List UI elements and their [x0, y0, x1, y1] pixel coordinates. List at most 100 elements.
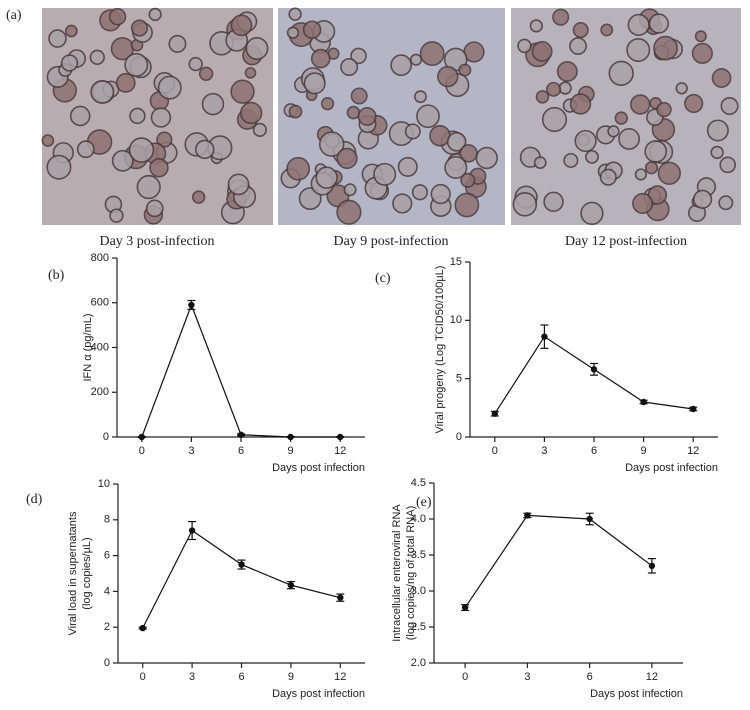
cell — [535, 90, 550, 104]
cell — [156, 131, 173, 148]
x-tick-label: 0 — [140, 671, 146, 683]
cell — [429, 125, 451, 147]
y-tick-label: 600 — [91, 297, 109, 309]
panel-label: (c) — [375, 271, 391, 286]
cell — [419, 41, 445, 66]
cell — [302, 20, 322, 39]
x-tick-label: 12 — [646, 671, 658, 683]
data-line — [141, 303, 341, 438]
cell — [46, 154, 72, 180]
x-tick-label: 3 — [524, 671, 530, 683]
data-point — [237, 431, 245, 438]
y-tick-label: 8 — [104, 514, 110, 526]
cell — [240, 101, 263, 125]
x-axis-label: Days post infection — [590, 688, 683, 700]
cell — [288, 104, 303, 119]
y-tick-label: 4.0 — [411, 513, 426, 525]
data-point — [287, 433, 294, 441]
cell — [608, 60, 634, 86]
cell — [600, 23, 614, 37]
y-tick-label: 3.5 — [411, 549, 426, 561]
x-tick-label: 3 — [188, 445, 194, 457]
cell — [533, 156, 547, 170]
y-tick-label: 800 — [91, 252, 109, 264]
x-axis-label: Days post infection — [625, 462, 718, 474]
x-tick-label: 0 — [462, 671, 468, 683]
cell — [437, 65, 459, 88]
y-axis-label: Viral progeny (Log TCID50/100µL) — [434, 266, 446, 434]
data-point — [188, 301, 195, 309]
y-tick-label: 2.5 — [411, 621, 426, 633]
cell — [69, 105, 91, 127]
cell — [644, 161, 659, 175]
y-tick-label: 4.5 — [411, 477, 426, 489]
cell — [552, 8, 570, 26]
cell — [444, 155, 468, 180]
cell — [563, 152, 579, 168]
cell — [720, 96, 739, 116]
cell — [128, 137, 155, 163]
data-point — [491, 410, 498, 417]
y-tick-label: 10 — [450, 314, 462, 326]
x-tick-label: 6 — [587, 671, 593, 683]
photo-caption: Day 3 post-infection — [99, 234, 214, 249]
cell — [626, 38, 651, 63]
cell — [607, 125, 620, 138]
panel-label: (b) — [48, 268, 65, 283]
data-point — [524, 512, 531, 519]
cell — [543, 191, 564, 213]
cell — [310, 48, 331, 69]
photo-caption: Day 12 post-infection — [565, 234, 687, 249]
cell — [41, 134, 55, 147]
x-tick-label: 9 — [288, 445, 294, 457]
cell — [346, 105, 361, 120]
cell — [227, 173, 250, 196]
cell — [656, 101, 672, 118]
y-tick-label: 400 — [91, 341, 109, 353]
y-tick-label: 5 — [456, 373, 462, 385]
cell — [711, 68, 732, 88]
y-tick-label: 15 — [450, 256, 462, 268]
cell — [149, 157, 169, 178]
cell — [411, 184, 429, 201]
cell — [414, 90, 427, 104]
cell — [318, 131, 345, 157]
cell — [574, 129, 597, 153]
y-axis-label: (log copies/ng of total RNA) — [405, 506, 417, 641]
panel-label: (d) — [26, 492, 43, 507]
cell — [541, 106, 568, 133]
cell — [286, 26, 300, 39]
x-tick-label: 3 — [189, 671, 195, 683]
data-point — [337, 433, 344, 441]
cell — [430, 183, 451, 205]
y-axis-label: IFN α (pg/mL) — [82, 313, 94, 381]
cell — [675, 82, 688, 95]
cell — [145, 199, 164, 218]
cell — [546, 81, 562, 97]
cell — [109, 208, 124, 223]
x-tick-label: 6 — [591, 445, 597, 457]
cell — [48, 29, 67, 48]
y-tick-label: 2 — [104, 621, 110, 633]
x-tick-label: 12 — [687, 445, 699, 457]
cell — [129, 107, 146, 125]
x-tick-label: 3 — [541, 445, 547, 457]
cell — [336, 199, 362, 225]
micrograph — [278, 7, 505, 225]
cell — [460, 172, 476, 188]
cell — [60, 54, 79, 72]
cell — [340, 58, 359, 77]
cell — [692, 189, 713, 209]
x-tick-label: 0 — [492, 445, 498, 457]
panel-label: (e) — [416, 495, 432, 510]
cell — [111, 149, 134, 172]
data-point — [139, 624, 146, 632]
cell — [569, 93, 592, 115]
cell — [459, 144, 478, 163]
cell — [136, 174, 161, 200]
data-point — [541, 333, 548, 340]
cell — [392, 193, 413, 214]
cell — [710, 145, 724, 160]
x-tick-label: 9 — [288, 671, 294, 683]
micrograph — [511, 8, 741, 225]
